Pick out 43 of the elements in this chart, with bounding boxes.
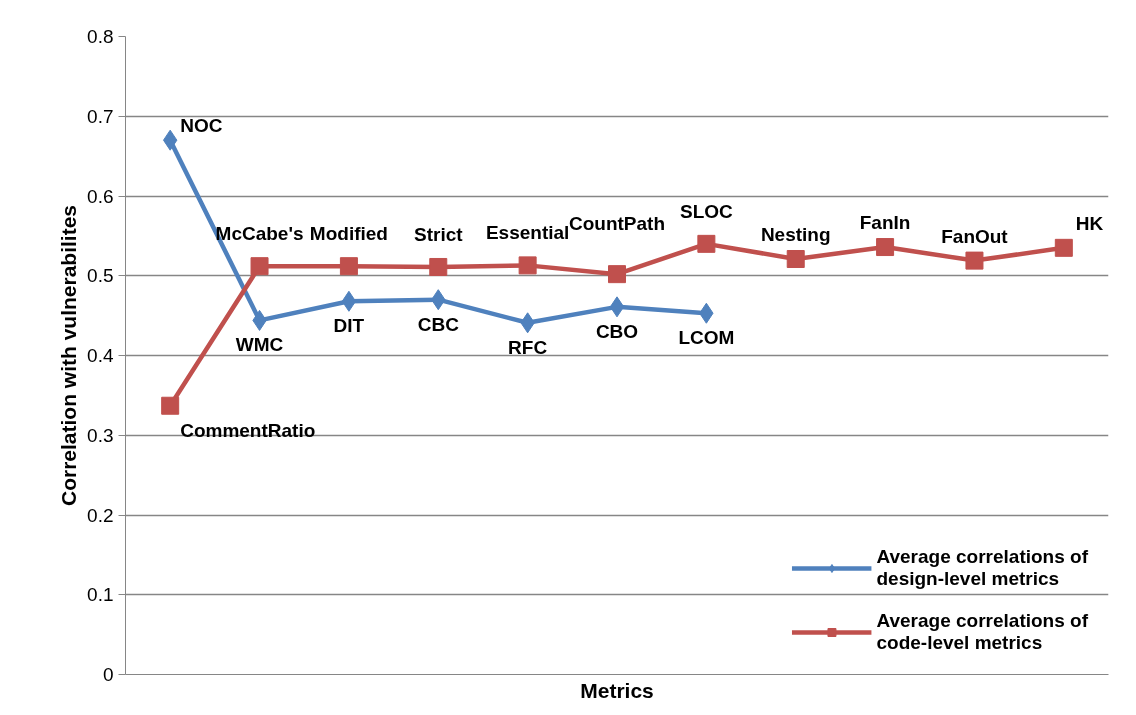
data-label: CountPath (568, 213, 666, 235)
point (250, 257, 269, 276)
data-label: CBC (417, 313, 460, 335)
data-label: LCOM (678, 327, 735, 349)
data-label: RFC (508, 336, 548, 358)
point (609, 296, 625, 318)
y-tick-label: 0.6 (87, 185, 114, 207)
point (341, 290, 357, 312)
data-label: Strict (413, 223, 464, 245)
data-label: DIT (333, 315, 365, 337)
y-axis-title: Correlation with vulnerabilites (57, 204, 81, 507)
y-tick-label: 0.1 (87, 584, 114, 606)
y-tick-label: 0 (102, 664, 114, 685)
y-tick-label: 0.3 (87, 424, 114, 446)
y-tick-label: 0.4 (87, 345, 114, 366)
data-label: CommentRatio (180, 419, 316, 441)
data-label: Modified (309, 223, 388, 245)
y-tick-label: 0.8 (87, 26, 114, 47)
point (339, 257, 358, 276)
point (876, 238, 895, 257)
data-label: Essential (485, 222, 570, 244)
data-label: HK (1075, 212, 1104, 234)
y-tick-label: 0.2 (87, 504, 114, 526)
point (965, 251, 984, 270)
point (608, 265, 626, 284)
data-label: FanIn (859, 212, 911, 234)
data-label: Nesting (760, 224, 831, 245)
legend-label: Average correlations of design-level metrics (876, 546, 1088, 590)
point (1054, 238, 1073, 257)
y-tick-label: 0.5 (87, 265, 114, 287)
point (786, 250, 805, 268)
data-label: WMC (235, 334, 284, 356)
data-label: CBO (595, 320, 639, 342)
data-label: SLOC (679, 200, 734, 222)
y-tick-label: 0.7 (87, 105, 114, 127)
data-label: FanOut (941, 225, 1009, 247)
point (697, 234, 716, 253)
legend-label: Average correlations of code-level metrics (876, 610, 1088, 654)
point (429, 257, 448, 276)
data-label: NOC (180, 115, 223, 137)
point (161, 396, 180, 415)
point (518, 256, 537, 275)
x-axis-title: Metrics (580, 678, 654, 702)
